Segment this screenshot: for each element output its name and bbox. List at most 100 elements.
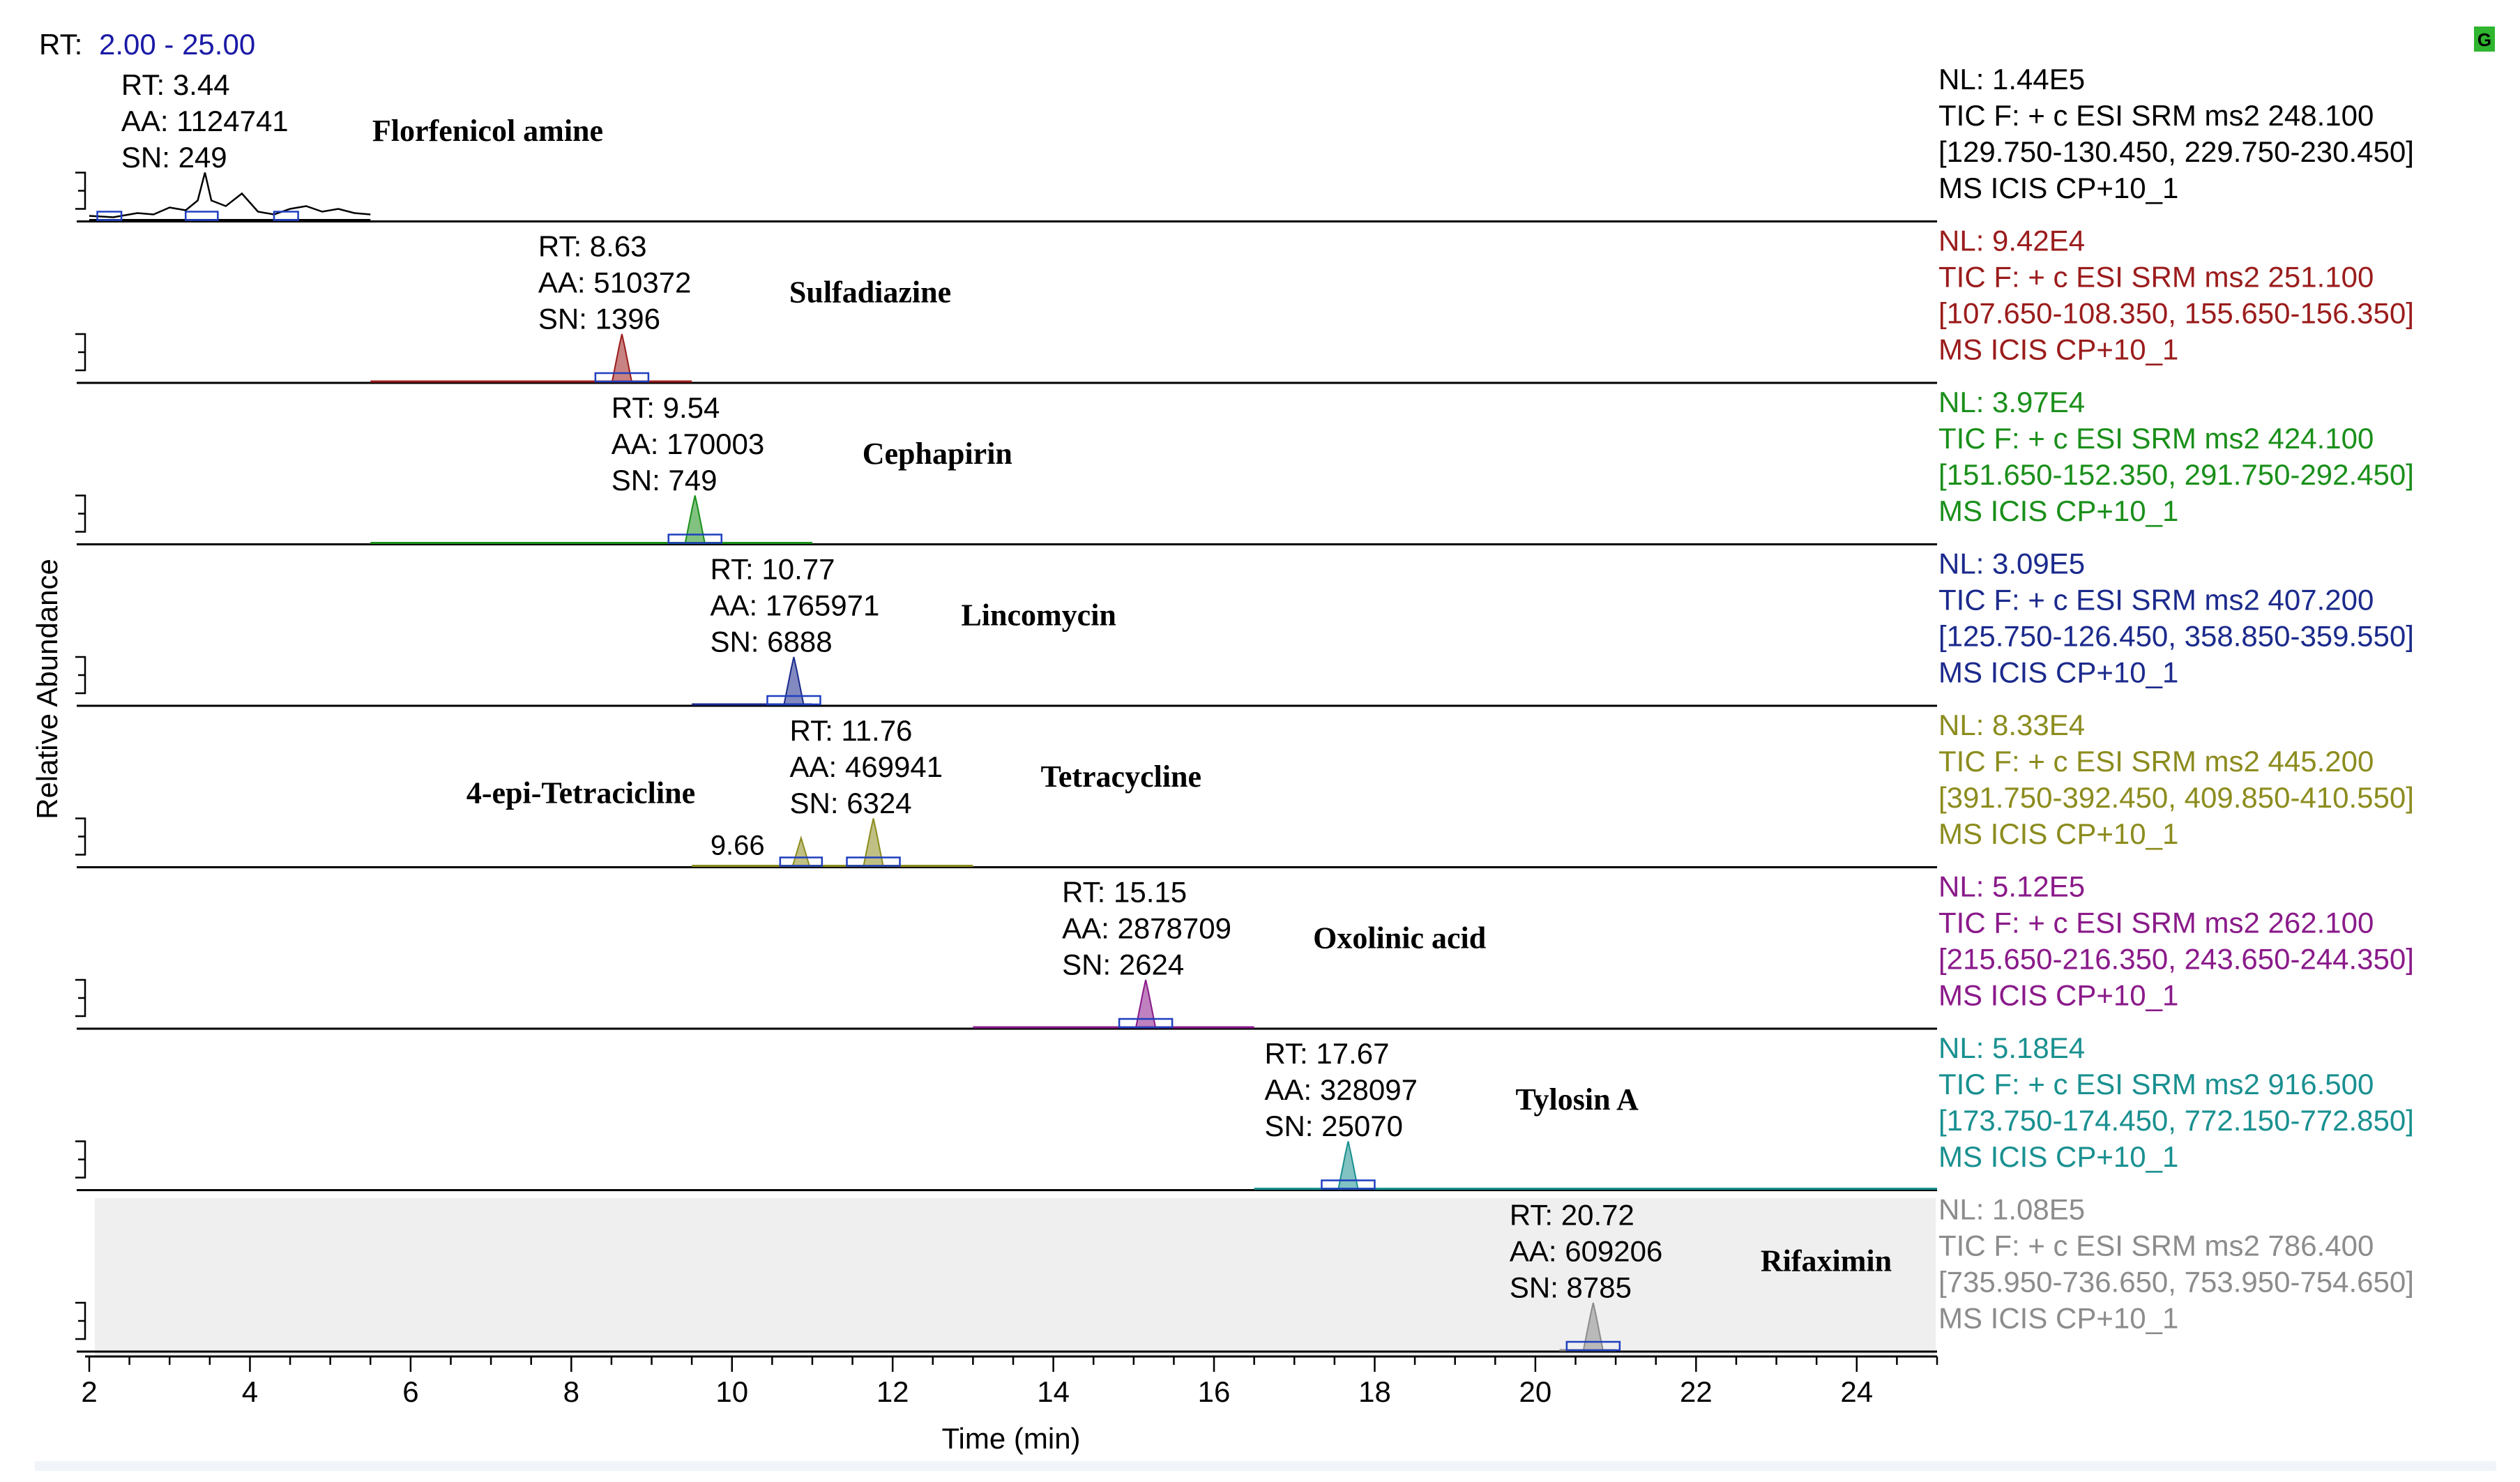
nl-label: NL: 3.09E5	[1938, 547, 2085, 580]
peak-annotation-line: RT: 15.15	[1062, 876, 1187, 909]
compound-name: Rifaximin	[1761, 1244, 1892, 1278]
nl-label: NL: 1.44E5	[1938, 63, 2085, 96]
nl-label: NL: 5.18E4	[1938, 1031, 2085, 1064]
scan-filter-line: MS ICIS CP+10_1	[1938, 979, 2178, 1012]
peak-annotation-line: AA: 510372	[538, 266, 692, 299]
peak-annotation-line: SN: 2624	[1062, 948, 1184, 981]
scan-filter-line: [107.650-108.350, 155.650-156.350]	[1938, 297, 2414, 330]
peak-annotation-line: SN: 749	[612, 464, 718, 497]
integration-marker	[766, 695, 821, 706]
peak-annotation-line: AA: 1124741	[121, 105, 289, 137]
y-axis-label: Relative Abundance	[31, 559, 63, 819]
compound-name: Florfenicol amine	[372, 114, 603, 148]
x-tick-label: 4	[242, 1375, 258, 1408]
scan-filter-line: TIC F: + c ESI SRM ms2 424.100	[1938, 422, 2374, 455]
peak-trace	[89, 172, 371, 218]
scan-filter-line: TIC F: + c ESI SRM ms2 916.500	[1938, 1068, 2374, 1101]
peak-annotation-line: SN: 249	[121, 141, 227, 174]
scan-filter-line: [215.650-216.350, 243.650-244.350]	[1938, 943, 2414, 976]
scan-filter-line: [151.650-152.350, 291.750-292.450]	[1938, 458, 2414, 491]
x-tick-label: 2	[81, 1375, 97, 1408]
x-axis: 2 4 6 8 10 12 14 16 18 20 22 24	[81, 1355, 1938, 1408]
scan-filter-line: MS ICIS CP+10_1	[1938, 1302, 2178, 1335]
integration-marker	[273, 211, 299, 221]
panel-y-ticks	[75, 333, 86, 372]
peak-annotation-line: RT: 11.76	[790, 714, 913, 747]
x-tick-label: 16	[1198, 1375, 1231, 1408]
integration-marker	[96, 211, 123, 221]
scan-filter-line: TIC F: + c ESI SRM ms2 251.100	[1938, 261, 2374, 294]
peak-annotation-line: SN: 1396	[538, 303, 660, 335]
scan-filter-line: TIC F: + c ESI SRM ms2 262.100	[1938, 907, 2374, 939]
nl-label: NL: 8.33E4	[1938, 709, 2085, 741]
peak-annotation-line: AA: 328097	[1264, 1073, 1418, 1106]
panel-y-ticks	[75, 978, 86, 1018]
compound-name: Lincomycin	[961, 598, 1116, 633]
scan-filter-line: TIC F: + c ESI SRM ms2 407.200	[1938, 584, 2374, 617]
panel-3[interactable]: RT: 9.54 AA: 170003 SN: 749 Cephapirin NL: 3…	[75, 386, 2414, 545]
peak-annotation-line: AA: 1765971	[710, 589, 879, 622]
x-tick-label: 22	[1680, 1375, 1713, 1408]
scan-filter-line: MS ICIS CP+10_1	[1938, 494, 2178, 527]
integration-marker	[846, 856, 901, 867]
peak-annotation-line: RT: 3.44	[121, 68, 230, 101]
scan-filter-line: MS ICIS CP+10_1	[1938, 656, 2178, 689]
panel-y-ticks	[75, 172, 86, 210]
svg-text:G: G	[2477, 29, 2491, 50]
peak-annotation-line: AA: 609206	[1510, 1235, 1663, 1268]
secondary-peak-label: 9.66	[711, 831, 765, 861]
scan-filter-line: MS ICIS CP+10_1	[1938, 172, 2178, 204]
peak-annotation-line: AA: 170003	[612, 428, 765, 460]
peak-annotation-line: SN: 8785	[1510, 1271, 1632, 1304]
scan-filter-line: MS ICIS CP+10_1	[1938, 333, 2178, 366]
peak-annotation-line: AA: 2878709	[1062, 912, 1231, 945]
integration-marker	[1118, 1018, 1174, 1029]
panel-1[interactable]: RT: 3.44 AA: 1124741 SN: 249 Florfenicol am…	[75, 63, 2414, 222]
integration-marker	[1321, 1179, 1376, 1190]
nl-label: NL: 5.12E5	[1938, 870, 2085, 903]
nl-label: NL: 1.08E5	[1938, 1193, 2085, 1226]
integration-marker	[1565, 1340, 1621, 1352]
compound-name: Sulfadiazine	[789, 275, 951, 310]
peak-annotation-line: RT: 20.72	[1510, 1199, 1634, 1232]
scan-filter-line: [173.750-174.450, 772.150-772.850]	[1938, 1104, 2414, 1137]
rt-range-label: RT:	[39, 28, 82, 61]
peak-annotation-line: SN: 6324	[790, 787, 912, 819]
panel-y-ticks	[75, 494, 86, 533]
peak-annotation-line: RT: 10.77	[710, 553, 835, 586]
panels-group: RT: 3.44 AA: 1124741 SN: 249 Florfenicol am…	[75, 63, 2414, 1353]
compound-name: Oxolinic acid	[1313, 921, 1486, 955]
x-tick-label: 14	[1037, 1375, 1070, 1408]
integration-marker	[667, 534, 722, 544]
scan-filter-line: [125.750-126.450, 358.850-359.550]	[1938, 620, 2414, 653]
scan-filter-line: MS ICIS CP+10_1	[1938, 1140, 2178, 1173]
selected-panel-shade	[95, 1198, 1936, 1355]
scan-filter-line: MS ICIS CP+10_1	[1938, 817, 2178, 850]
panel-y-ticks	[75, 656, 86, 695]
peak-annotation-line: SN: 25070	[1264, 1110, 1402, 1142]
peak-annotation-line: SN: 6888	[710, 626, 832, 658]
peak-annotation-line: AA: 469941	[790, 750, 943, 783]
scan-filter-line: TIC F: + c ESI SRM ms2 248.100	[1938, 99, 2374, 132]
peak-annotation-line: RT: 17.67	[1264, 1037, 1389, 1070]
rt-range-value: 2.00 - 25.00	[99, 28, 255, 61]
panel-y-ticks	[75, 817, 86, 856]
integration-marker	[185, 211, 219, 221]
x-tick-label: 6	[402, 1375, 418, 1408]
x-axis-label: Time (min)	[941, 1422, 1080, 1455]
compound-name: Tylosin A	[1515, 1082, 1639, 1117]
bottom-status-strip	[35, 1461, 2496, 1471]
compound-name: Cephapirin	[863, 437, 1012, 471]
refresh-icon[interactable]: G	[2474, 27, 2495, 52]
x-tick-label: 12	[876, 1375, 909, 1408]
x-tick-label: 8	[563, 1375, 579, 1408]
scan-filter-line: [391.750-392.450, 409.850-410.550]	[1938, 781, 2414, 814]
scan-filter-line: [735.950-736.650, 753.950-754.650]	[1938, 1266, 2414, 1299]
